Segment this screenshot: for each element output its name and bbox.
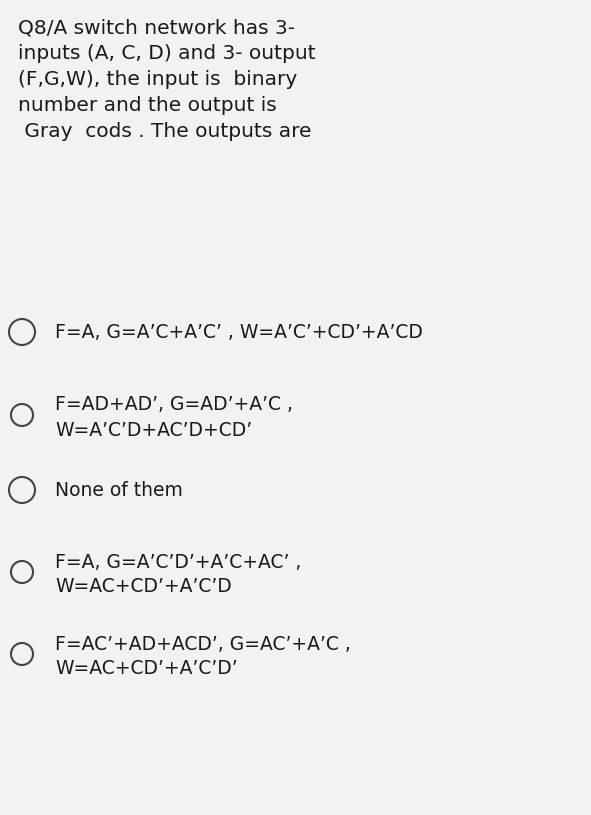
Text: W=A’C’D+AC’D+CD’: W=A’C’D+AC’D+CD’ bbox=[55, 421, 252, 439]
Text: None of them: None of them bbox=[55, 481, 183, 500]
Text: (F,G,W), the input is  binary: (F,G,W), the input is binary bbox=[18, 70, 297, 89]
Text: W=AC+CD’+A’C’D: W=AC+CD’+A’C’D bbox=[55, 578, 232, 597]
Text: number and the output is: number and the output is bbox=[18, 96, 277, 115]
Text: Q8/A switch network has 3-: Q8/A switch network has 3- bbox=[18, 18, 295, 37]
Text: W=AC+CD’+A’C’D’: W=AC+CD’+A’C’D’ bbox=[55, 659, 238, 679]
Text: F=A, G=A’C+A’C’ , W=A’C’+CD’+A’CD: F=A, G=A’C+A’C’ , W=A’C’+CD’+A’CD bbox=[55, 323, 423, 341]
Text: Gray  cods . The outputs are: Gray cods . The outputs are bbox=[18, 122, 311, 141]
Text: F=AC’+AD+ACD’, G=AC’+A’C ,: F=AC’+AD+ACD’, G=AC’+A’C , bbox=[55, 635, 351, 654]
Text: F=AD+AD’, G=AD’+A’C ,: F=AD+AD’, G=AD’+A’C , bbox=[55, 395, 293, 415]
Text: F=A, G=A’C’D’+A’C+AC’ ,: F=A, G=A’C’D’+A’C+AC’ , bbox=[55, 553, 301, 571]
Text: inputs (A, C, D) and 3- output: inputs (A, C, D) and 3- output bbox=[18, 44, 316, 63]
